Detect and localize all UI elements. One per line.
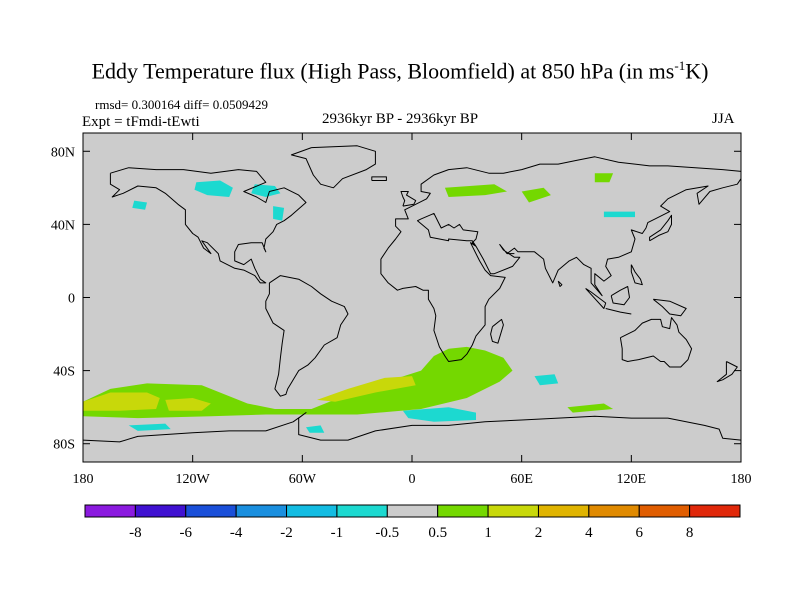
colorbar-label: 2 [535,525,543,541]
coastline-australia [619,317,693,368]
lon-tick-label: 180 [73,472,94,487]
coastline-indonesia [585,287,607,309]
coastline-uk [400,191,417,207]
colorbar-label: -1 [331,525,344,541]
shade-east-antarctic-positive [567,403,614,413]
lon-tick-label: 120W [176,472,211,487]
shade-southern-ocean-positive-core-center [165,398,211,411]
lon-tick-label: 0 [409,472,416,487]
colorbar-swatch [84,504,136,518]
colorbar-swatch [588,504,640,518]
colorbar-swatch [487,504,539,518]
shade-east-asia-negative [603,211,635,218]
coastline-new-zealand [716,361,738,383]
coastline-japan [649,214,672,242]
shade-ross-sea-negative [128,423,171,431]
coastline-africa-eurasia [380,156,742,362]
coastline-antarctica [82,412,742,443]
colorbar-label: -0.5 [375,525,399,541]
season-label: JJA [712,111,735,127]
stats-label: rmsd= 0.300164 diff= 0.0509429 [95,97,268,112]
shade-weddell-sea-negative [402,407,476,422]
colorbar-swatch [537,504,590,518]
lat-tick-label: 0 [68,292,75,307]
lon-tick-label: 180 [731,472,752,487]
shade-great-lakes-negative [273,206,285,221]
shade-canada-negative [194,180,233,197]
colorbar-swatch [638,504,691,518]
figure-title: Eddy Temperature flux (High Pass, Bloomf… [0,58,800,84]
lat-tick-label: 80N [51,145,75,160]
colorbar-label: 0.5 [428,525,447,541]
coastline-south-america [265,275,349,397]
coastline-new-guinea [652,298,687,317]
coastline-sri-lanka [557,280,563,287]
colorbar-swatch [134,504,187,518]
shade-bellingshausen-negative [306,425,325,433]
colorbar-swatch [185,504,237,518]
shade-scandinavia-positive [444,184,507,197]
colorbar-swatch [286,504,338,518]
coastline-philippines [630,264,643,286]
shade-southern-ocean-positive-core-atlantic [317,376,416,402]
coastline-iceland [371,176,387,181]
shade-southern-ocean-positive-core-west [83,392,160,411]
colorbar-label: -4 [230,525,243,541]
colorbar-label: 1 [484,525,492,541]
coastline-sumatra-java-line [605,308,632,315]
title-main: Eddy Temperature flux (High Pass, Bloomf… [91,58,675,84]
coastline-north-america [109,167,307,284]
title-superscript: -1 [674,58,686,73]
lon-tick-label: 60W [289,472,317,487]
colorbar-label: -2 [280,525,293,541]
shade-hudson-bay-negative [251,184,281,197]
coastline-madagascar [490,318,504,344]
lat-tick-label: 40N [51,218,75,233]
lon-tick-label: 60E [510,472,533,487]
colorbar-swatch [386,504,439,518]
colorbar-label: -8 [129,525,142,541]
experiment-label: Expt = tFmdi-tEwti [82,114,200,130]
colorbar-label: 4 [585,525,593,541]
lat-tick-label: 80S [53,438,75,453]
colorbar-label: 6 [635,525,643,541]
shade-russia-positive [521,187,551,203]
lon-tick-label: 120E [617,472,647,487]
period-label: 2936kyr BP - 2936kyr BP [322,111,479,127]
coastline-borneo [610,286,630,306]
colorbar-swatch [689,504,741,518]
colorbar-label: 8 [686,525,694,541]
colorbar-label: -6 [180,525,193,541]
colorbar-swatch [336,504,388,518]
title-end: K) [685,58,709,84]
shade-alaska-negative [132,200,147,210]
shade-south-indian-ocean-negative [534,374,559,386]
coastline-greenland [290,145,376,189]
shade-siberia-positive [594,173,614,183]
colorbar-swatch [437,504,489,518]
colorbar-swatch [235,504,288,518]
lat-tick-label: 40S [53,365,75,380]
